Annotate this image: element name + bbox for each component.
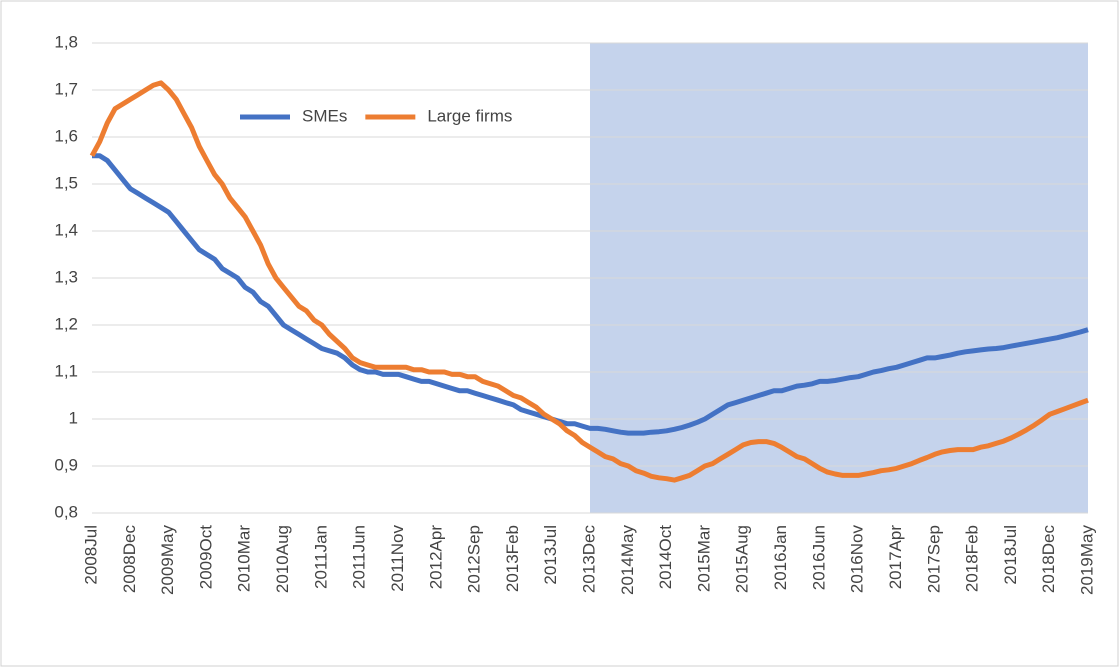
x-tick-label: 2013Jul bbox=[541, 525, 560, 585]
y-tick-label: 1 bbox=[69, 408, 78, 427]
x-tick-label: 2010Aug bbox=[273, 525, 292, 593]
x-tick-label: 2014May bbox=[618, 525, 637, 595]
y-tick-label: 1,3 bbox=[54, 267, 78, 286]
y-tick-label: 1,4 bbox=[54, 220, 78, 239]
y-tick-label: 1,6 bbox=[54, 126, 78, 145]
y-tick-label: 1,2 bbox=[54, 314, 78, 333]
x-tick-label: 2011Jun bbox=[350, 525, 369, 589]
x-tick-label: 2015Mar bbox=[694, 525, 713, 592]
x-tick-label: 2009May bbox=[158, 525, 177, 595]
x-tick-label: 2010Mar bbox=[235, 525, 254, 592]
x-tick-label: 2011Jan bbox=[311, 525, 330, 589]
x-tick-label: 2017Apr bbox=[886, 525, 905, 590]
x-tick-label: 2018Feb bbox=[963, 525, 982, 592]
y-tick-label: 1,8 bbox=[54, 32, 78, 51]
y-tick-label: 1,1 bbox=[54, 361, 78, 380]
x-tick-label: 2015Aug bbox=[733, 525, 752, 593]
x-tick-label: 2013Dec bbox=[579, 525, 598, 594]
y-tick-label: 1,5 bbox=[54, 173, 78, 192]
line-series bbox=[92, 153, 1089, 436]
legend-label: Large firms bbox=[427, 106, 512, 125]
x-tick-label: 2011Nov bbox=[388, 525, 407, 592]
x-tick-label: 2018Dec bbox=[1039, 525, 1058, 594]
x-tick-label: 2016Nov bbox=[848, 525, 867, 594]
y-tick-label: 0,9 bbox=[54, 455, 78, 474]
x-tick-label: 2017Sep bbox=[924, 525, 943, 593]
x-tick-label: 2014Oct bbox=[656, 525, 675, 590]
y-tick-label: 1,7 bbox=[54, 79, 78, 98]
x-tick-label: 2008Jul bbox=[81, 525, 100, 585]
x-tick-label: 2009Oct bbox=[196, 525, 215, 590]
x-tick-label: 2012Apr bbox=[426, 525, 445, 590]
x-tick-label: 2018Jul bbox=[1001, 525, 1020, 585]
x-tick-label: 2016Jan bbox=[771, 525, 790, 590]
x-tick-label: 2019May bbox=[1077, 525, 1096, 595]
x-tick-label: 2016Jun bbox=[809, 525, 828, 590]
x-tick-label: 2008Dec bbox=[120, 525, 139, 594]
x-tick-label: 2012Sep bbox=[465, 525, 484, 593]
legend-label: SMEs bbox=[302, 106, 347, 125]
y-tick-label: 0,8 bbox=[54, 502, 78, 521]
line-series bbox=[89, 80, 1089, 483]
x-tick-label: 2013Feb bbox=[503, 525, 522, 592]
